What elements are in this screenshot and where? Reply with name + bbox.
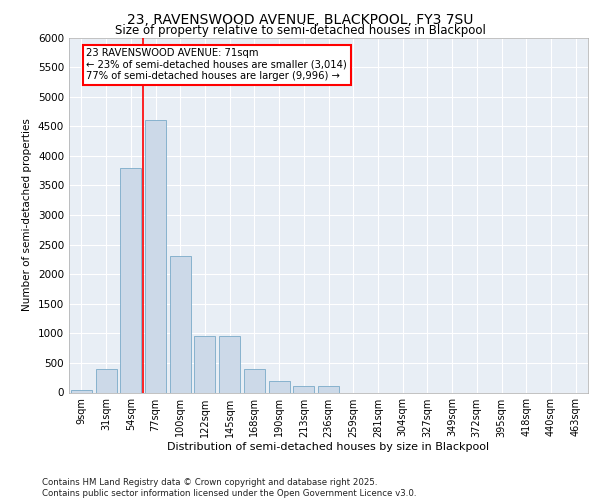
Bar	[120, 168, 141, 392]
Bar	[170, 256, 191, 392]
Bar	[194, 336, 215, 392]
Bar	[269, 380, 290, 392]
Y-axis label: Number of semi-detached properties: Number of semi-detached properties	[22, 118, 32, 312]
X-axis label: Distribution of semi-detached houses by size in Blackpool: Distribution of semi-detached houses by …	[167, 442, 490, 452]
Text: Contains HM Land Registry data © Crown copyright and database right 2025.
Contai: Contains HM Land Registry data © Crown c…	[42, 478, 416, 498]
Text: 23, RAVENSWOOD AVENUE, BLACKPOOL, FY3 7SU: 23, RAVENSWOOD AVENUE, BLACKPOOL, FY3 7S…	[127, 12, 473, 26]
Bar	[219, 336, 240, 392]
Bar	[244, 370, 265, 392]
Text: Size of property relative to semi-detached houses in Blackpool: Size of property relative to semi-detach…	[115, 24, 485, 37]
Bar	[95, 370, 116, 392]
Bar	[318, 386, 339, 392]
Text: 23 RAVENSWOOD AVENUE: 71sqm
← 23% of semi-detached houses are smaller (3,014)
77: 23 RAVENSWOOD AVENUE: 71sqm ← 23% of sem…	[86, 48, 347, 82]
Bar	[145, 120, 166, 392]
Bar	[71, 390, 92, 392]
Bar	[293, 386, 314, 392]
